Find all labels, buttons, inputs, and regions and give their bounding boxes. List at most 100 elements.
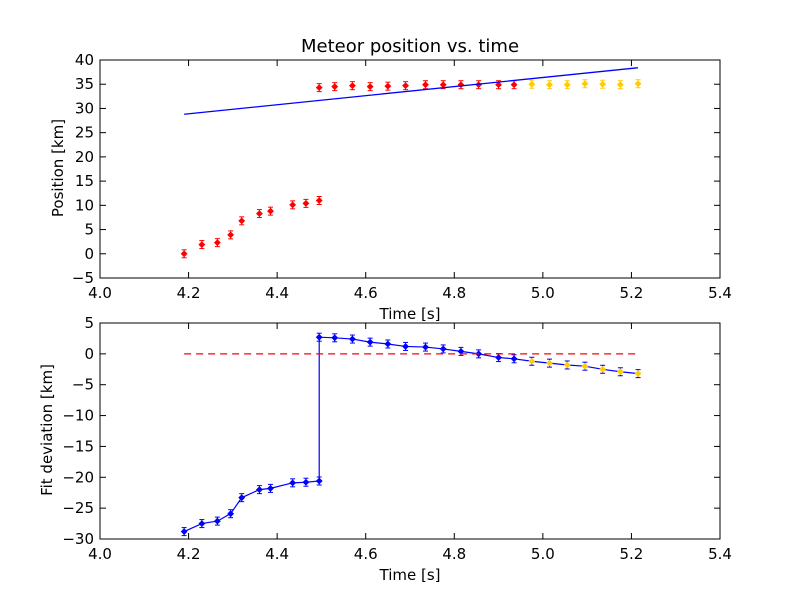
data-point xyxy=(302,478,310,486)
position-plot-marks xyxy=(180,67,642,259)
x-axis-label: Time [s] xyxy=(379,305,441,323)
y-tick-label: −20 xyxy=(62,468,94,486)
data-point xyxy=(634,370,642,378)
data-point xyxy=(213,239,221,247)
x-tick-label: 5.4 xyxy=(708,284,732,302)
data-point xyxy=(422,81,429,89)
data-point xyxy=(546,359,553,367)
x-tick-label: 4.6 xyxy=(354,545,378,563)
data-point xyxy=(510,355,518,363)
y-tick-label: 30 xyxy=(75,99,94,117)
data-point xyxy=(315,333,323,341)
data-point xyxy=(349,82,356,90)
data-point xyxy=(422,343,429,351)
y-tick-label: 10 xyxy=(75,196,94,214)
data-point xyxy=(402,82,409,90)
y-tick-label: −5 xyxy=(72,269,94,287)
data-point xyxy=(384,340,392,348)
x-tick-label: 5.0 xyxy=(531,545,555,563)
deviation-plot: 4.0 4.2 4.4 4.6 4.8 5.0 5.2 5.4 −30 −25 −20 −15 −10 −… xyxy=(38,314,732,584)
data-point xyxy=(238,494,246,502)
data-point xyxy=(366,338,374,346)
data-point xyxy=(349,335,356,343)
y-tick-label: 5 xyxy=(84,314,94,332)
data-point xyxy=(256,210,263,217)
data-point xyxy=(227,510,235,518)
y-axis-label: Position [km] xyxy=(49,119,67,217)
data-point xyxy=(227,231,235,239)
x-tick-label: 5.2 xyxy=(619,284,643,302)
y-tick-label: 15 xyxy=(75,172,94,190)
data-point xyxy=(331,334,339,342)
x-tick-label: 5.0 xyxy=(531,284,555,302)
data-point xyxy=(213,517,221,525)
x-tick-label: 4.2 xyxy=(177,284,201,302)
fit-line xyxy=(184,67,639,115)
data-point xyxy=(581,80,589,88)
position-plot-frame xyxy=(99,59,721,279)
x-tick-label: 4.4 xyxy=(265,284,289,302)
deviation-plot-frame xyxy=(99,322,721,540)
data-point xyxy=(495,81,502,89)
data-point xyxy=(315,84,323,92)
data-point xyxy=(289,479,297,487)
data-point xyxy=(198,520,206,527)
deviation-plot-marks xyxy=(180,332,642,537)
x-tick-label: 4.2 xyxy=(177,545,201,563)
data-point xyxy=(402,343,409,350)
y-tick-label: 25 xyxy=(75,124,94,142)
data-point xyxy=(180,250,188,258)
data-point xyxy=(563,81,571,89)
data-point xyxy=(439,345,447,353)
data-point xyxy=(599,80,607,88)
y-axis-label: Fit deviation [km] xyxy=(38,364,56,496)
data-point xyxy=(267,207,274,215)
data-point xyxy=(256,486,263,494)
data-point xyxy=(563,361,571,369)
x-tick-label: 4.4 xyxy=(265,545,289,563)
y-tick-label: −25 xyxy=(62,499,94,517)
y-tick-label: 0 xyxy=(84,345,94,363)
data-point xyxy=(366,83,374,91)
data-point xyxy=(495,354,502,361)
data-point xyxy=(198,241,206,248)
x-tick-label: 4.8 xyxy=(442,545,466,563)
position-plot-ticks: 4.0 4.2 4.4 4.6 4.8 5.0 5.2 5.4 −5 0 5 10 15 20 25 30 35… xyxy=(72,51,732,302)
data-point xyxy=(546,81,553,89)
data-point xyxy=(528,80,536,88)
y-tick-label: 5 xyxy=(84,221,94,239)
x-tick-label: 4.0 xyxy=(88,284,112,302)
x-tick-label: 5.4 xyxy=(708,545,732,563)
x-axis-label: Time [s] xyxy=(379,566,441,584)
deviation-plot-ticks: 4.0 4.2 4.4 4.6 4.8 5.0 5.2 5.4 −30 −25 −20 −15 −10 −… xyxy=(62,314,732,563)
data-point xyxy=(180,528,188,536)
data-point xyxy=(331,83,339,91)
data-point xyxy=(510,81,518,89)
y-tick-label: 20 xyxy=(75,148,94,166)
data-point xyxy=(384,82,392,90)
position-plot: Meteor position vs. time 4.0 4.2 4.4 4.6 4.8… xyxy=(49,36,732,323)
data-point xyxy=(634,80,642,88)
data-point xyxy=(315,197,323,204)
data-point xyxy=(599,365,607,373)
y-tick-label: −15 xyxy=(62,437,94,455)
y-tick-label: −5 xyxy=(72,376,94,394)
data-point xyxy=(238,217,246,225)
y-tick-label: 40 xyxy=(75,51,94,69)
x-tick-label: 4.6 xyxy=(354,284,378,302)
data-point xyxy=(616,368,624,376)
y-tick-label: −10 xyxy=(62,407,94,425)
y-tick-label: 35 xyxy=(75,75,94,93)
data-point xyxy=(267,484,274,492)
data-point xyxy=(528,357,536,365)
x-tick-label: 4.8 xyxy=(442,284,466,302)
data-point xyxy=(616,81,624,89)
data-point xyxy=(302,199,310,207)
data-point xyxy=(315,477,323,485)
data-point xyxy=(581,362,589,370)
data-point xyxy=(289,201,297,209)
x-tick-label: 4.0 xyxy=(88,545,112,563)
chart-title: Meteor position vs. time xyxy=(301,36,519,57)
